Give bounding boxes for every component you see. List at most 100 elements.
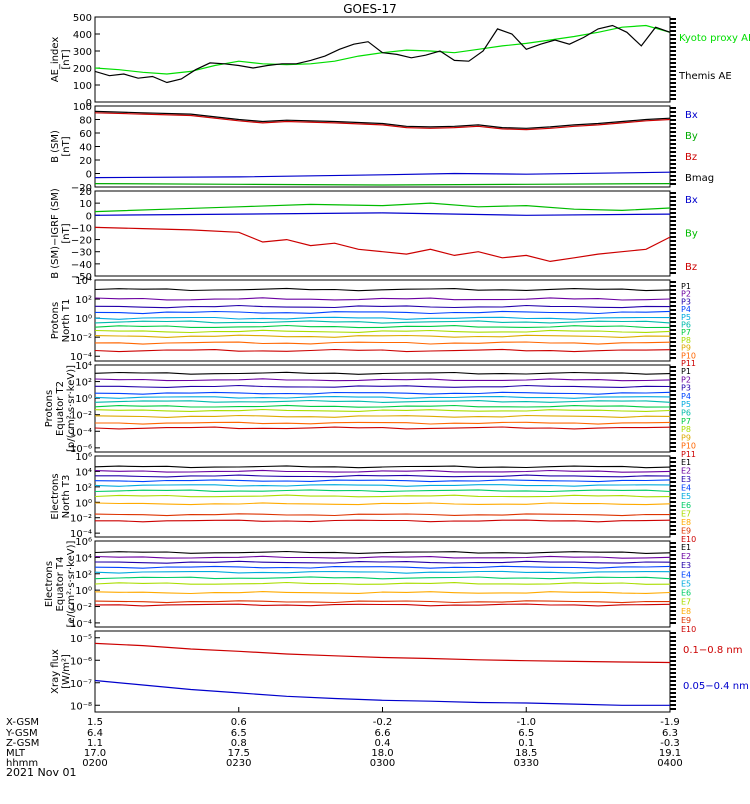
channel-line (95, 570, 670, 574)
channel-line (95, 465, 670, 469)
x-value-label: 0200 (82, 758, 107, 769)
y-tick-label: 10⁴ (75, 553, 92, 564)
y-axis-label: B (SM)−IGRF (SM) (50, 188, 61, 279)
channel-line (95, 324, 670, 329)
channel-line (95, 421, 670, 425)
series-line (95, 183, 670, 186)
series-line (95, 24, 670, 84)
y-tick-label: 40 (79, 143, 92, 154)
channel-label: E8 (681, 518, 691, 527)
panel-ae: 0 100 200 300 400 500 AE_index [nT] Kyoto proxy … (50, 13, 750, 109)
y-axis-label: North T1 (61, 299, 72, 343)
x-value-label: 0.4 (375, 738, 391, 749)
channel-label: P1 (681, 282, 691, 291)
series-line (95, 112, 670, 131)
x-row-label: hhmm (6, 758, 38, 769)
y-tick-label: 10⁻⁷ (70, 679, 92, 690)
channel-label: P9 (681, 433, 691, 442)
y-axis-label: [p/(cm²·s·sr·keV)] (66, 365, 77, 452)
x-value-label: 6.3 (662, 728, 678, 739)
channel-line (95, 565, 670, 569)
panel-frame (94, 16, 671, 103)
channel-label: E4 (681, 484, 691, 493)
channel-line (95, 489, 670, 493)
x-row-label: X-GSM (6, 717, 39, 728)
channel-label: E5 (681, 579, 691, 588)
channel-label: E7 (681, 509, 691, 518)
x-value-label: 6.6 (375, 728, 391, 739)
panel-p_equator: 10⁴ 10² 10⁰ 10⁻² 10⁻⁴ 10⁻⁶ Protons Equator T2 [p… (44, 361, 696, 459)
y-tick-label: 10⁻⁴ (70, 529, 92, 540)
channel-label: E2 (681, 467, 691, 476)
series-layer (95, 371, 670, 430)
y-tick-label: 10⁰ (75, 498, 92, 509)
series-layer (95, 550, 670, 607)
channel-label: P3 (681, 297, 691, 306)
channel-line (95, 560, 670, 564)
channel-line (95, 591, 670, 595)
y-tick-label: 10⁻² (70, 514, 92, 525)
y-tick-label: 10⁻² (70, 333, 92, 344)
y-tick-label: 10⁻⁶ (70, 656, 92, 667)
series-layer (95, 24, 670, 84)
y-tick-label: 20 (79, 156, 92, 167)
channel-line (95, 404, 670, 408)
channel-line (95, 391, 670, 395)
channel-line (95, 348, 670, 353)
channel-label: P8 (681, 336, 691, 345)
channel-label: P8 (681, 425, 691, 434)
y-tick-label: 20 (79, 187, 92, 198)
x-row-label: MLT (6, 748, 26, 759)
channel-line (95, 297, 670, 301)
legend-label: Bz (685, 152, 697, 163)
channel-line (95, 334, 670, 338)
channel-label: E6 (681, 589, 691, 598)
y-axis-label: AE_index (50, 37, 61, 83)
x-value-label: -0.2 (373, 717, 393, 728)
channel-line (95, 310, 670, 315)
panel-e_equator: 10⁶ 10⁴ 10² 10⁰ 10⁻² 10⁻⁴ Electrons Equator T4[… (44, 537, 696, 634)
channel-line (95, 408, 670, 412)
channel-label: P10 (681, 351, 696, 360)
series-line (95, 202, 670, 213)
legend-label: By (685, 131, 698, 142)
channel-label: E6 (681, 501, 691, 510)
channel-line (95, 384, 670, 388)
y-axis-label: Electrons (44, 561, 55, 607)
channel-line (95, 484, 670, 487)
channel-line (95, 555, 670, 559)
y-axis-label: [e/(cm²·s·sr·keV)] (66, 540, 77, 627)
panel-frame (94, 190, 671, 277)
panel-b: −20 0 20 40 60 80 100 B (SM) [nT] Bx By Bz Bmag (50, 102, 714, 194)
channel-label: E5 (681, 492, 691, 501)
channel-label: P6 (681, 321, 691, 330)
x-value-label: 17.0 (84, 748, 106, 759)
y-tick-label: −10 (71, 223, 92, 234)
channel-label: E1 (681, 458, 691, 467)
x-value-label: 18.0 (371, 748, 393, 759)
channel-label: E8 (681, 607, 691, 616)
channel-label: P11 (681, 359, 696, 368)
date-label: 2021 Nov 01 (6, 766, 76, 779)
y-axis-label: Equator T4 (55, 557, 66, 612)
y-tick-label: 10⁻⁴ (70, 352, 92, 363)
x-value-label: 6.5 (518, 728, 534, 739)
y-tick-label: 400 (73, 30, 92, 41)
legend-label: By (685, 229, 698, 240)
y-tick-label: 200 (73, 64, 92, 75)
y-axis-label: Protons (44, 390, 55, 427)
y-tick-label: −20 (71, 183, 92, 194)
legend-label: Bx (685, 195, 698, 206)
series-line (95, 212, 670, 216)
y-tick-label: 0 (86, 211, 92, 222)
panel-p_north: 10⁴ 10² 10⁰ 10⁻² 10⁻⁴ Protons North T1 P1P2P3P4… (50, 276, 696, 368)
y-tick-label: 10² (75, 483, 92, 494)
series-layer (95, 287, 670, 353)
panel-frame (94, 364, 671, 453)
legend-label: Themis AE (678, 71, 732, 82)
